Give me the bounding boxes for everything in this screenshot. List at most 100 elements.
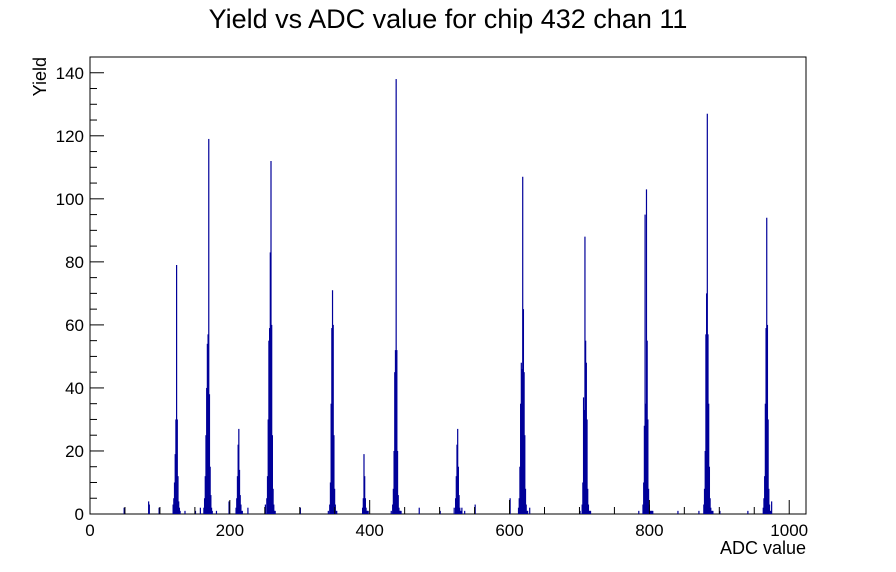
histogram-bin [768, 488, 770, 514]
histogram-bin [397, 495, 399, 514]
histogram-bin [459, 510, 462, 514]
histogram-bin [524, 435, 526, 514]
x-tick-label: 1000 [770, 521, 808, 540]
histogram-bin [712, 510, 714, 514]
histogram-bin [329, 482, 332, 514]
histogram-bin [460, 510, 462, 514]
histogram-bin [509, 498, 511, 514]
histogram-bin [418, 507, 420, 514]
histogram-bin [208, 394, 211, 514]
histogram-bin [518, 498, 520, 514]
histogram-bin [396, 450, 399, 514]
histogram-bin [367, 510, 369, 514]
histogram-bin [456, 444, 458, 514]
histogram-bin [638, 510, 640, 514]
histogram-bin [334, 504, 336, 514]
histogram-bin [769, 510, 771, 514]
histogram-bin [158, 507, 160, 514]
histogram-bin [179, 510, 181, 514]
histogram-bin [236, 498, 238, 514]
histogram-bin [768, 504, 771, 514]
histogram-bin [764, 476, 766, 514]
histogram-bin [194, 510, 197, 514]
histogram-bin [523, 372, 525, 514]
histogram-bin [148, 501, 150, 514]
histogram-bin [177, 476, 179, 514]
histogram-bin [719, 510, 721, 514]
histogram-bin [703, 504, 705, 514]
histogram-bin [453, 507, 455, 514]
histogram-bin [336, 510, 338, 514]
histogram-bin [366, 510, 369, 514]
histogram-bin [582, 397, 585, 514]
histogram-bin [393, 450, 395, 514]
x-tick-label: 200 [216, 521, 244, 540]
y-tick-label: 120 [56, 127, 84, 146]
histogram-bin [123, 507, 125, 514]
histogram-bin [766, 217, 768, 515]
histogram-bin [364, 498, 366, 514]
histogram-bin [526, 510, 528, 514]
histogram-bin [241, 510, 243, 514]
histogram-bin [524, 488, 527, 514]
histogram-bin [331, 290, 334, 514]
x-tick-label: 800 [635, 521, 663, 540]
plot-frame [89, 56, 807, 515]
histogram-bin [271, 324, 273, 514]
histogram-bin [705, 334, 707, 514]
histogram-bin [205, 435, 207, 514]
histogram-bin [645, 189, 648, 514]
histogram-bin [650, 510, 652, 514]
histogram-bin [269, 328, 271, 514]
x-axis-label: ADC value [720, 538, 806, 558]
histogram-bin [762, 507, 764, 514]
histogram-bin [642, 504, 644, 514]
histogram-bin [529, 507, 531, 514]
histogram-bin [474, 504, 476, 514]
histogram-bin [238, 428, 240, 514]
histogram-bin [588, 510, 590, 514]
histogram-bin [398, 507, 400, 514]
histogram-bin [299, 507, 301, 514]
histogram-bin [266, 498, 268, 514]
histogram-bin [394, 350, 397, 514]
histogram-bin [704, 450, 706, 514]
histogram-bin [330, 403, 332, 514]
histogram-bin [708, 466, 711, 514]
histogram-bin [649, 510, 651, 514]
histogram-bin [771, 501, 773, 514]
x-axis: 0 200 400 600 800 1000 [85, 500, 808, 540]
histogram-bin [706, 293, 708, 514]
histogram-bin [765, 328, 767, 514]
histogram-bin [175, 419, 177, 514]
histogram-bin [270, 161, 272, 514]
histogram-bin [269, 252, 271, 514]
histogram-bin [210, 507, 213, 514]
histogram-bin [400, 510, 402, 514]
histogram-bin [698, 510, 700, 514]
histogram-bin [240, 504, 242, 514]
histogram-bin [587, 504, 590, 514]
histogram-bin [266, 476, 269, 514]
histogram-bin [271, 435, 273, 514]
histogram-bin [579, 510, 581, 514]
histogram-bin [331, 328, 333, 514]
histogram-bin [274, 510, 276, 514]
histogram-bin [643, 482, 645, 514]
histogram-bin [392, 488, 394, 514]
y-tick-label: 100 [56, 190, 84, 209]
histogram-bin [709, 498, 711, 514]
x-tick-label: 600 [495, 521, 523, 540]
histogram-bin [517, 507, 520, 514]
histogram-bin [399, 510, 401, 514]
histogram-bin [582, 482, 584, 514]
histogram-bin [439, 510, 441, 514]
histogram-bin [392, 504, 394, 514]
histogram-bin [327, 510, 329, 514]
histogram-bin [706, 113, 708, 514]
y-tick-label: 20 [65, 442, 84, 461]
histogram-bin [585, 362, 587, 514]
histogram-bin [645, 403, 647, 514]
x-tick-label: 400 [356, 521, 384, 540]
